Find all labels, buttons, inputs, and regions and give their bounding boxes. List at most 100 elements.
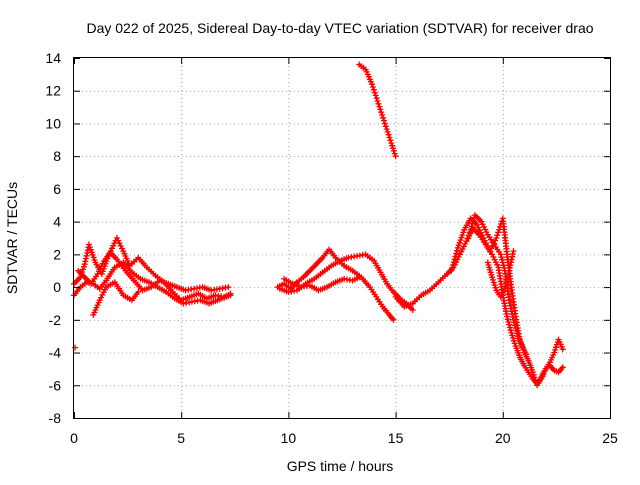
data-point-marker: [376, 103, 383, 110]
y-tick-label: -2: [49, 312, 62, 328]
x-tick-label: 0: [70, 430, 78, 446]
data-point-marker: [386, 134, 393, 141]
x-axis-label: GPS time / hours: [287, 458, 394, 474]
data-point-marker: [356, 274, 363, 281]
data-point-marker: [559, 346, 566, 353]
data-point-marker: [464, 235, 471, 242]
series-satellite-track-d: [90, 279, 142, 318]
data-point-marker: [385, 131, 392, 138]
data-point-marker: [98, 294, 104, 301]
data-point-marker: [505, 319, 512, 325]
data-point-marker: [82, 255, 89, 262]
data-point-marker: [371, 89, 378, 96]
y-tick-label: 12: [45, 83, 61, 99]
data-point-marker: [493, 235, 500, 241]
data-point-marker: [559, 364, 566, 371]
data-point-marker: [383, 126, 390, 133]
data-point-marker: [379, 112, 386, 118]
x-tick-label: 15: [388, 430, 404, 446]
data-point-marker: [511, 322, 518, 329]
x-tick-label: 5: [177, 430, 185, 446]
data-point-marker: [507, 327, 514, 334]
data-point-marker: [506, 300, 513, 306]
y-tick-label: 0: [53, 279, 61, 295]
data-point-marker: [384, 128, 391, 135]
data-point-marker: [116, 240, 123, 247]
series-satellite-track-c: [75, 249, 232, 294]
series-satellite-track-j: [448, 215, 566, 389]
data-point-marker: [448, 267, 455, 274]
data-point-marker: [373, 95, 380, 102]
data-point-marker: [372, 92, 379, 99]
data-point-marker: [378, 109, 385, 116]
data-point-marker: [499, 256, 506, 263]
data-point-marker: [495, 229, 502, 236]
x-tick-label: 10: [281, 430, 297, 446]
data-point-marker: [382, 123, 389, 130]
data-point-marker: [483, 240, 490, 247]
data-point-marker: [504, 313, 511, 320]
data-point-marker: [452, 253, 459, 260]
series-layer: [71, 61, 566, 389]
data-point-marker: [506, 324, 513, 331]
data-point-marker: [380, 114, 386, 121]
data-point-marker: [387, 137, 394, 144]
data-point-marker: [135, 289, 142, 295]
data-point-marker: [374, 98, 381, 104]
data-point-marker: [466, 232, 473, 239]
data-point-marker: [492, 284, 499, 291]
data-point-marker: [512, 325, 519, 331]
data-point-marker: [514, 330, 521, 337]
data-point-marker: [532, 377, 539, 383]
y-tick-label: 10: [45, 115, 61, 131]
data-point-marker: [451, 256, 458, 263]
data-point-marker: [497, 251, 504, 258]
chart-title: Day 022 of 2025, Sidereal Day-to-day VTE…: [86, 20, 593, 36]
series-satellite-track-h: [356, 61, 399, 160]
data-point-marker: [494, 232, 501, 239]
y-tick-label: 8: [53, 148, 61, 164]
data-point-marker: [381, 117, 387, 124]
data-point-marker: [510, 316, 517, 323]
y-tick-label: 4: [53, 214, 61, 230]
data-point-marker: [467, 226, 474, 233]
data-point-marker: [501, 265, 508, 271]
y-tick-label: 6: [53, 181, 61, 197]
data-point-marker: [450, 259, 457, 266]
data-point-marker: [467, 229, 474, 236]
data-point-marker: [227, 292, 234, 299]
data-point-marker: [523, 351, 530, 358]
data-point-marker: [499, 259, 506, 266]
data-point-marker: [469, 220, 476, 227]
data-point-marker: [375, 100, 382, 107]
data-point-marker: [504, 316, 511, 323]
data-point-marker: [478, 218, 485, 225]
data-point-marker: [225, 284, 232, 291]
data-point-marker: [369, 84, 376, 90]
data-point-marker: [506, 321, 513, 328]
data-point-marker: [390, 316, 397, 323]
data-point-marker: [513, 327, 520, 334]
grid-layer: [74, 58, 610, 418]
series-satellite-track-k: [465, 212, 530, 358]
data-point-marker: [381, 120, 388, 127]
data-point-marker: [470, 217, 477, 224]
data-point-marker: [453, 250, 460, 257]
y-tick-label: -6: [49, 377, 62, 393]
series-satellite-track-a: [71, 235, 234, 304]
data-point-marker: [476, 227, 483, 234]
y-tick-label: -4: [49, 345, 62, 361]
data-point-marker: [494, 261, 501, 268]
series-satellite-track-l: [484, 248, 517, 300]
y-tick-label: -8: [49, 410, 62, 426]
y-tick-label: 2: [53, 246, 61, 262]
series-satellite-track-i: [392, 225, 566, 387]
data-point-marker: [454, 247, 460, 254]
y-tick-label: 14: [45, 50, 61, 66]
data-point-marker: [370, 86, 377, 93]
series-satellite-track-b: [71, 259, 234, 307]
data-point-marker: [500, 262, 507, 269]
tick-layer: 0 5 10 15 20 25 -8 -6 -4 -2 0 2 4 6 8 10 12 14: [45, 50, 618, 446]
